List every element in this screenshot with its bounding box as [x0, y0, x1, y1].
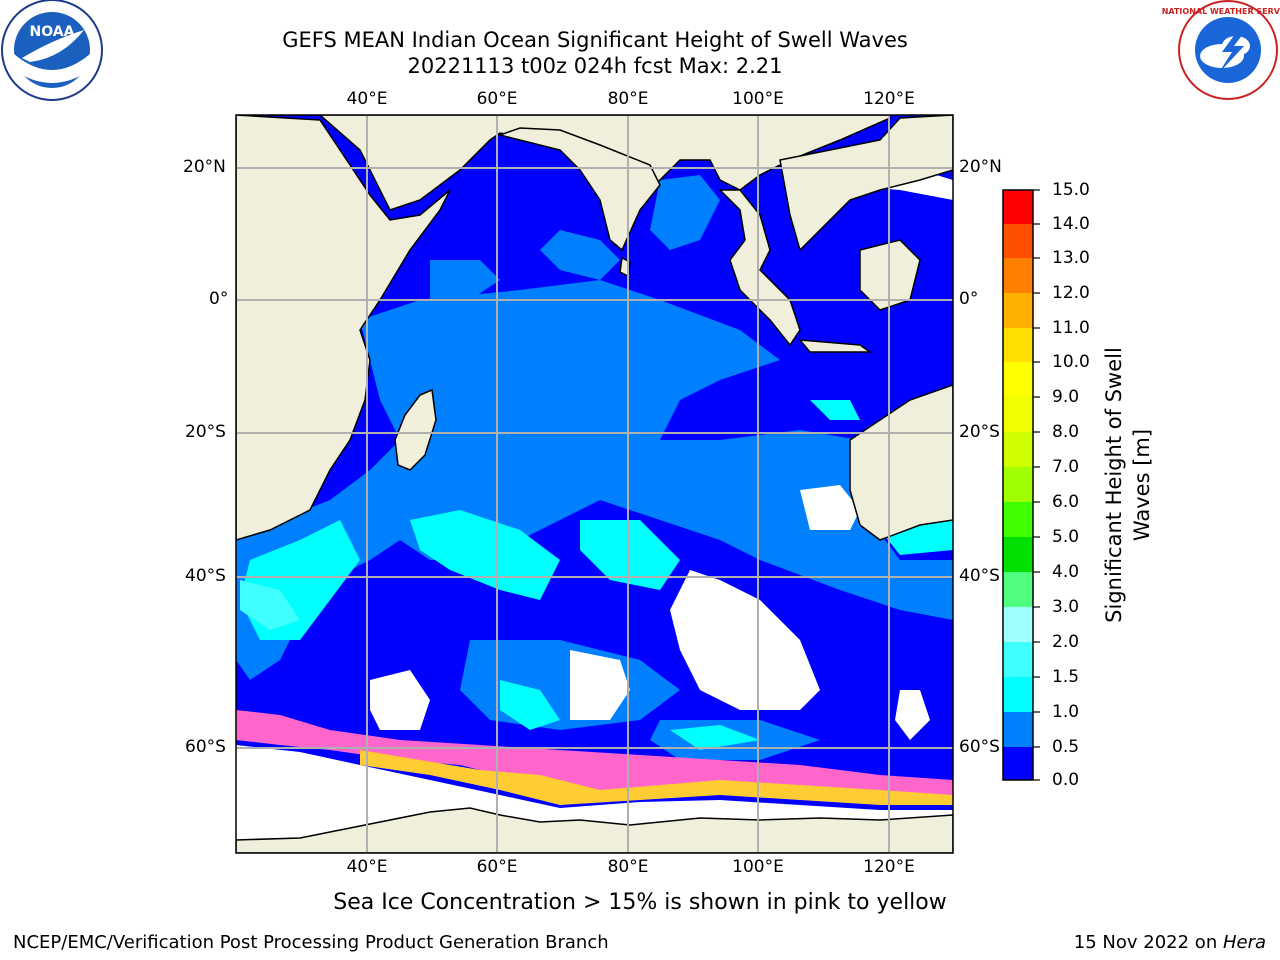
swell-band-mid-4 [430, 260, 500, 300]
map-area [236, 115, 953, 853]
lat-label-left: 40°S [185, 566, 226, 586]
australia [849, 384, 953, 541]
credit-date: 15 Nov 2022 on [1073, 932, 1223, 953]
gridlines [236, 115, 953, 853]
colorbar-ticks [1033, 189, 1040, 781]
lon-label-top: 80°E [607, 89, 649, 109]
svg-text:NATIONAL WEATHER SERVICE: NATIONAL WEATHER SERVICE [1162, 7, 1280, 16]
lat-label-left: 20°N [183, 157, 226, 177]
nodata-region-2 [570, 650, 630, 720]
colorbar-tick-label: 1.5 [1052, 667, 1080, 687]
sea-ice-yellow [360, 750, 953, 805]
southeast-asia [718, 115, 953, 347]
lon-label-top: 100°E [732, 89, 784, 109]
sea-ice-footnote: Sea Ice Concentration > 15% is shown in … [333, 890, 947, 915]
colorbar-segment [1003, 502, 1033, 537]
map-title: GEFS MEAN Indian Ocean Significant Heigh… [282, 28, 908, 52]
nodata-region-1 [670, 570, 820, 710]
noaa-logo: NOAA [1, 0, 103, 101]
nodata-region-6 [895, 690, 930, 740]
colorbar-segment [1003, 432, 1033, 467]
swell-band-mid-3 [650, 175, 720, 250]
colorbar-tick-label: 4.0 [1052, 562, 1080, 582]
colorbar-label-line2: Waves [m] [1130, 428, 1154, 542]
colorbar-tick-label: 12.0 [1052, 283, 1090, 303]
colorbar-segment [1003, 747, 1033, 780]
colorbar-tick-label: 13.0 [1052, 248, 1090, 268]
lon-label-bottom: 80°E [607, 857, 649, 877]
colorbar-tick-label: 2.0 [1052, 632, 1080, 652]
credit-right: 15 Nov 2022 on Hera [1074, 932, 1266, 953]
colorbar-tick-label: 1.0 [1052, 702, 1080, 722]
swell-band-mid-2 [540, 230, 620, 280]
lat-label-right: 60°S [959, 737, 1000, 757]
lat-label-right: 40°S [959, 566, 1000, 586]
nodata-region-4 [800, 485, 860, 530]
lon-label-bottom: 60°E [476, 857, 518, 877]
lat-label-left: 20°S [185, 422, 226, 442]
colorbar-tick-label: 5.0 [1052, 527, 1080, 547]
colorbar-tick-label: 11.0 [1052, 318, 1090, 338]
swell-patch-high-8 [240, 580, 300, 630]
colorbar-segment [1003, 712, 1033, 747]
colorbar-tick-label: 0.5 [1052, 737, 1080, 757]
colorbar-segment [1003, 572, 1033, 607]
lat-label-left: 60°S [185, 737, 226, 757]
svg-text:NOAA: NOAA [30, 24, 75, 40]
nodata-region-3 [370, 670, 430, 730]
colorbar-tick-label: 9.0 [1052, 387, 1080, 407]
nws-logo: NATIONAL WEATHER SERVICE [1162, 0, 1280, 100]
map-frame [235, 114, 954, 854]
colorbar-segment [1003, 642, 1033, 677]
map-subtitle: 20221113 t00z 024h fcst Max: 2.21 [407, 54, 783, 78]
lat-label-right: 0° [959, 289, 979, 309]
colorbar-tick-label: 8.0 [1052, 422, 1080, 442]
lon-label-bottom: 120°E [863, 857, 915, 877]
swell-patch-high-4 [500, 680, 560, 730]
colorbar [1002, 189, 1040, 781]
lon-label-bottom: 40°E [346, 857, 388, 877]
lon-label-top: 60°E [476, 89, 518, 109]
madagascar [394, 388, 437, 471]
colorbar-segment [1003, 293, 1033, 328]
colorbar-segment [1003, 362, 1033, 397]
colorbar-tick-label: 10.0 [1052, 352, 1090, 372]
colorbar-segment [1003, 537, 1033, 572]
lon-label-bottom: 100°E [732, 857, 784, 877]
colorbar-tick-label: 14.0 [1052, 214, 1090, 234]
colorbar-segment [1003, 190, 1033, 224]
colorbar-segment [1003, 677, 1033, 712]
colorbar-label: Significant Height of Swell Waves [m] [1100, 335, 1160, 635]
india [497, 127, 661, 252]
lon-label-top: 120°E [863, 89, 915, 109]
swell-patch-high-2 [580, 520, 680, 590]
lat-label-right: 20°S [959, 422, 1000, 442]
sea-ice-pink [236, 710, 953, 800]
colorbar-segment [1003, 224, 1033, 258]
swell-patch-high-6 [810, 400, 860, 420]
lat-label-right: 20°N [959, 157, 1002, 177]
colorbar-tick-label: 0.0 [1052, 770, 1080, 790]
lat-label-left: 0° [209, 289, 229, 309]
java [798, 339, 873, 353]
swell-band-mid [236, 280, 953, 680]
colorbar-label-line1: Significant Height of Swell [1102, 347, 1126, 623]
colorbar-tick-label: 15.0 [1052, 180, 1090, 200]
credit-host: Hera [1222, 932, 1266, 953]
swell-patch-high-7 [670, 725, 760, 750]
lon-label-top: 40°E [346, 89, 388, 109]
colorbar-tick-label: 3.0 [1052, 597, 1080, 617]
antarctica [236, 807, 953, 853]
colorbar-segment [1003, 328, 1033, 362]
colorbar-tick-label: 6.0 [1052, 492, 1080, 512]
colorbar-segment [1003, 467, 1033, 502]
colorbar-tick-label: 7.0 [1052, 457, 1080, 477]
colorbar-segment [1003, 258, 1033, 293]
colorbar-segment [1003, 607, 1033, 642]
colorbar-frame [1002, 189, 1034, 781]
colorbar-segment [1003, 397, 1033, 432]
credit-left: NCEP/EMC/Verification Post Processing Pr… [13, 932, 609, 953]
